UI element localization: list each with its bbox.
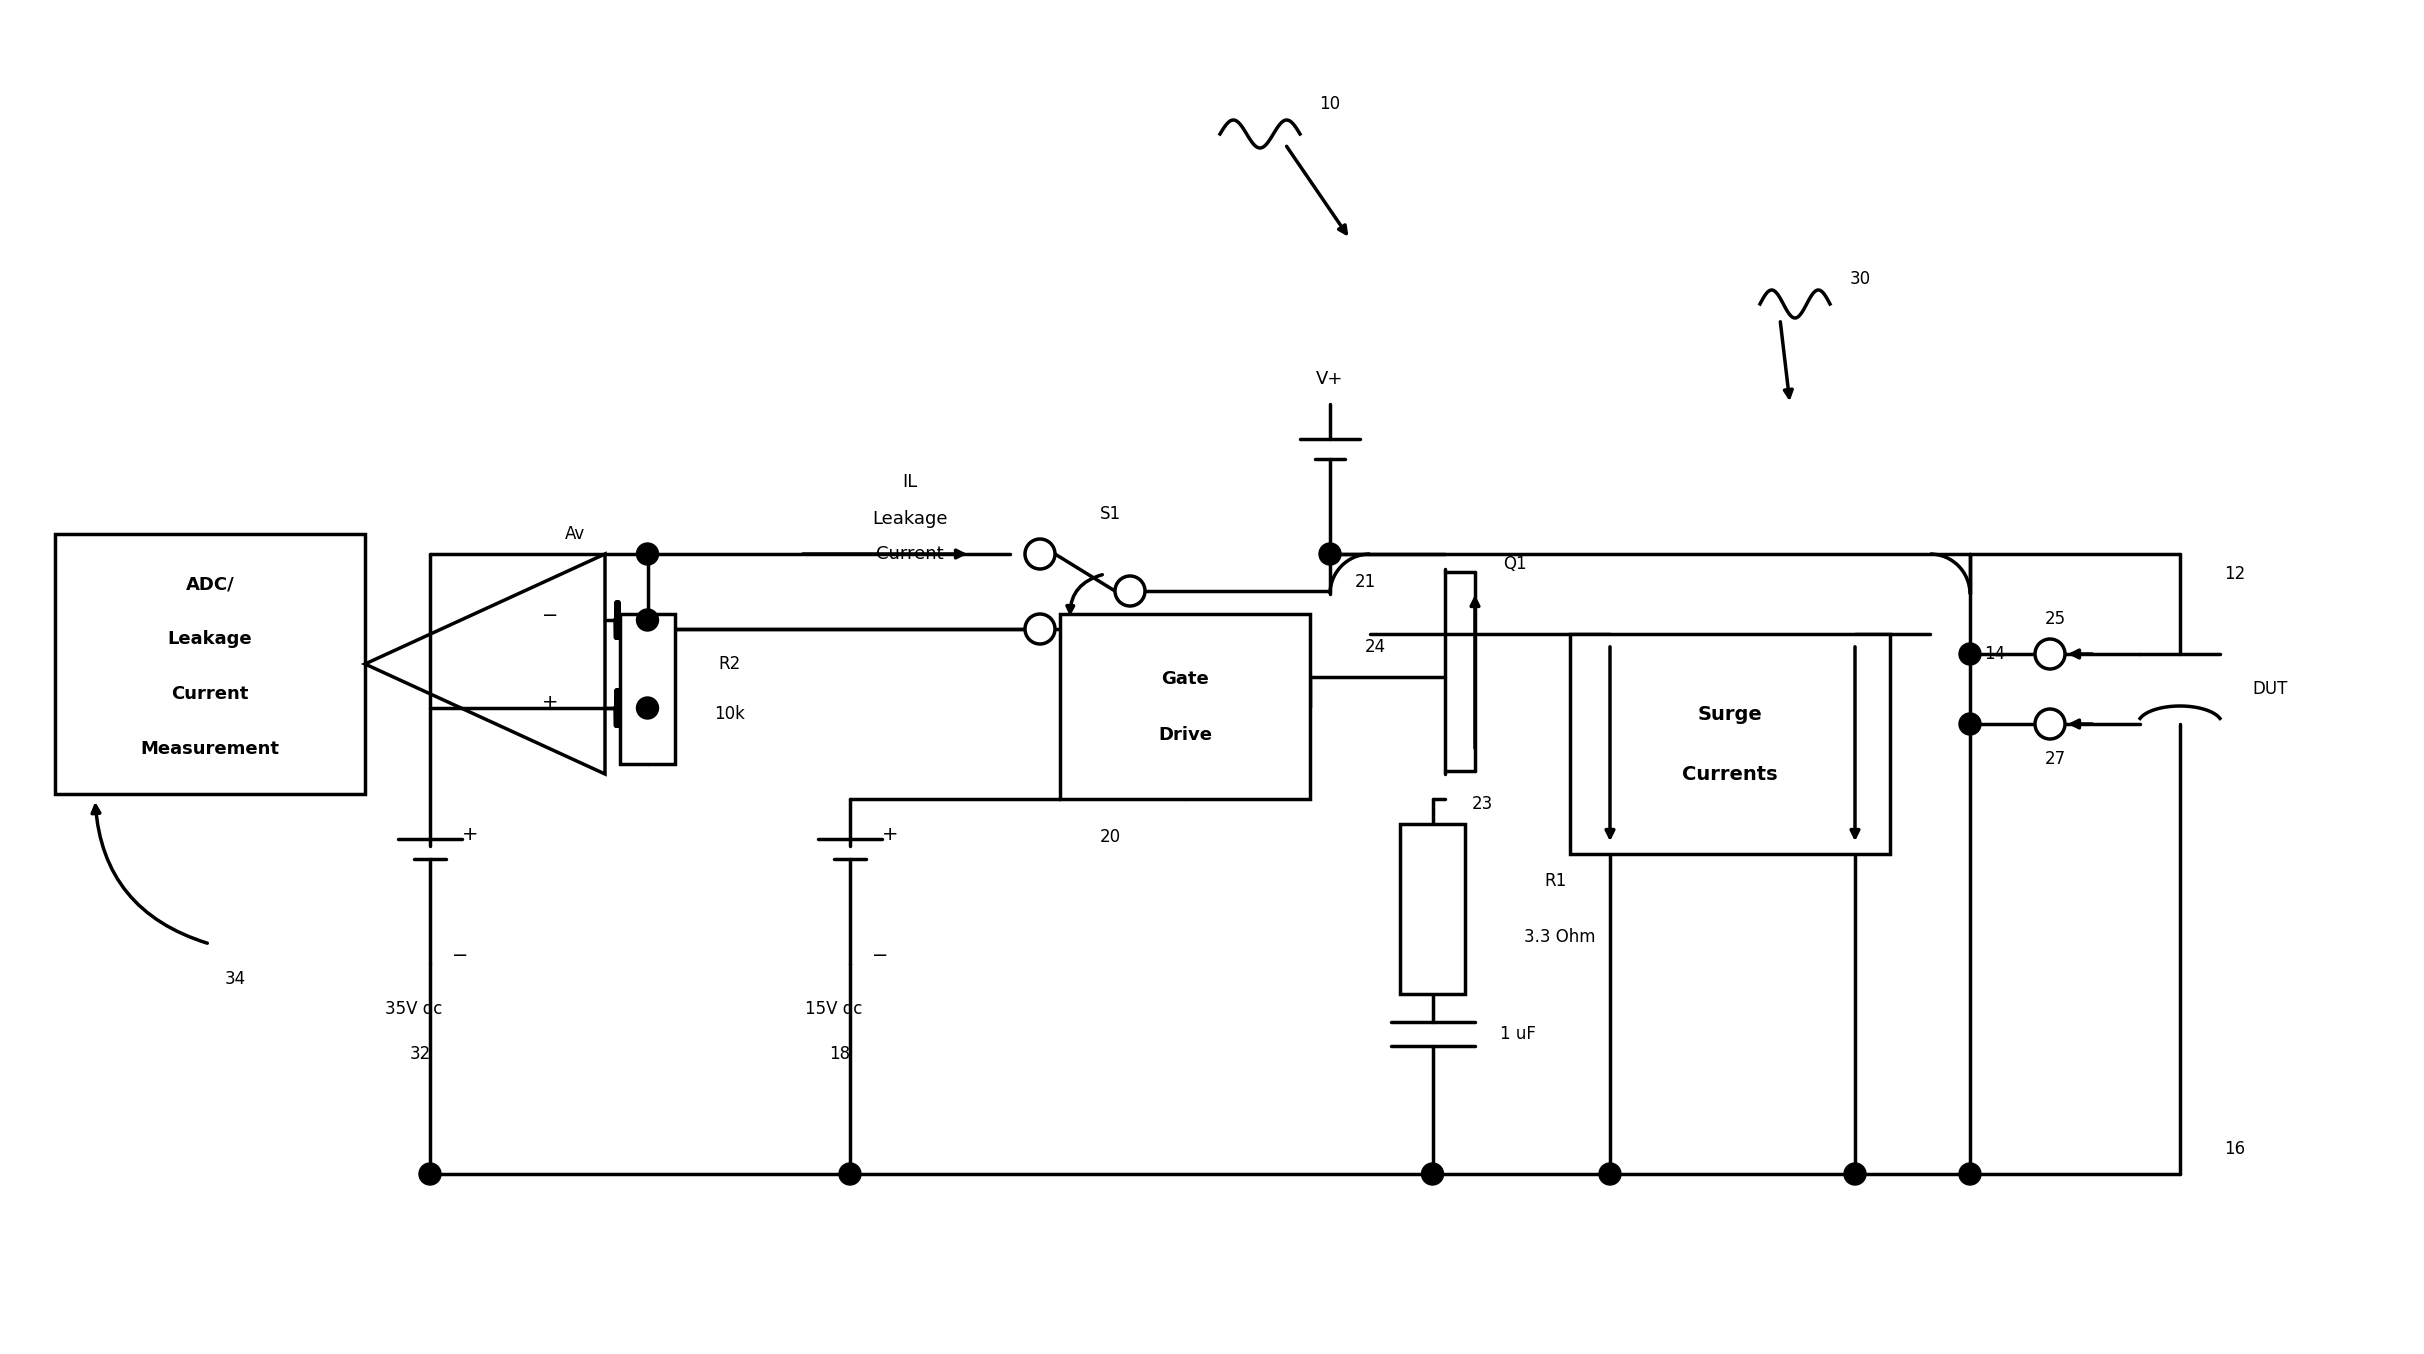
Circle shape [1845, 1163, 1866, 1185]
Bar [1059, 613, 1309, 799]
Text: 24: 24 [1365, 638, 1387, 655]
Text: −: − [451, 946, 468, 965]
Text: +: + [461, 825, 478, 844]
Bar [1571, 634, 1891, 854]
Text: −: − [543, 605, 558, 624]
Text: 32: 32 [410, 1045, 431, 1063]
Text: Surge: Surge [1697, 704, 1762, 723]
Text: 10: 10 [1319, 95, 1340, 112]
Text: 23: 23 [1471, 795, 1493, 812]
Text: V+: V+ [1316, 370, 1343, 389]
Circle shape [2036, 709, 2065, 739]
Text: 3.3 Ohm: 3.3 Ohm [1525, 927, 1595, 946]
Text: ADC/: ADC/ [187, 575, 235, 593]
Circle shape [638, 609, 659, 631]
Text: 20: 20 [1100, 829, 1120, 846]
Text: Currents: Currents [1682, 765, 1777, 784]
Text: 35V dc: 35V dc [385, 1001, 441, 1018]
Text: 1 uF: 1 uF [1500, 1025, 1534, 1043]
Circle shape [638, 697, 659, 719]
Text: 21: 21 [1355, 573, 1377, 590]
Bar [621, 613, 674, 764]
Circle shape [1959, 643, 1980, 665]
Text: Leakage: Leakage [167, 630, 252, 649]
Bar [56, 533, 366, 793]
Text: 27: 27 [2043, 750, 2065, 768]
Circle shape [419, 1163, 441, 1185]
Circle shape [1025, 539, 1054, 569]
Text: Q1: Q1 [1503, 555, 1527, 573]
Circle shape [1959, 714, 1980, 735]
Text: 25: 25 [2043, 611, 2065, 628]
Text: IL: IL [902, 473, 919, 492]
Circle shape [1319, 543, 1340, 565]
Text: Current: Current [172, 685, 250, 703]
Circle shape [638, 543, 659, 565]
Text: Current: Current [875, 546, 943, 563]
Text: Leakage: Leakage [873, 510, 948, 528]
Text: 34: 34 [225, 969, 245, 988]
Circle shape [1025, 613, 1054, 645]
Text: 30: 30 [1850, 269, 1871, 288]
Text: +: + [882, 825, 899, 844]
Bar [1401, 825, 1464, 994]
Circle shape [839, 1163, 861, 1185]
Text: DUT: DUT [2252, 680, 2288, 699]
Text: Gate: Gate [1161, 669, 1210, 688]
Text: 10k: 10k [715, 705, 747, 723]
Circle shape [1115, 575, 1144, 607]
Text: R2: R2 [720, 655, 742, 673]
Circle shape [2036, 639, 2065, 669]
Circle shape [1600, 1163, 1622, 1185]
Text: 15V dc: 15V dc [805, 1001, 863, 1018]
Text: Av: Av [565, 525, 584, 543]
Text: −: − [873, 946, 887, 965]
Text: Drive: Drive [1159, 726, 1212, 743]
Text: Measurement: Measurement [141, 741, 279, 758]
Text: S1: S1 [1100, 505, 1120, 523]
Text: 12: 12 [2225, 565, 2245, 584]
Text: 16: 16 [2225, 1140, 2245, 1158]
Text: 18: 18 [829, 1045, 851, 1063]
Circle shape [1420, 1163, 1445, 1185]
Text: +: + [541, 693, 558, 712]
Circle shape [1959, 1163, 1980, 1185]
Text: R1: R1 [1544, 872, 1566, 890]
Text: 14: 14 [1985, 645, 2005, 663]
